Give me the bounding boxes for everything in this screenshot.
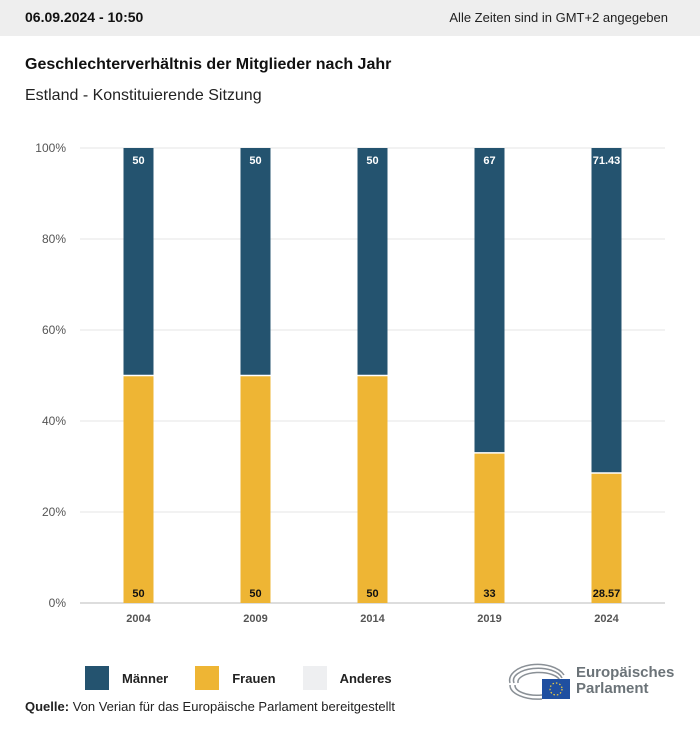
data-label-frauen: 50 — [366, 588, 378, 600]
x-tick-label: 2004 — [126, 613, 151, 625]
bar-maenner — [240, 148, 271, 376]
y-tick-label: 60% — [42, 323, 66, 337]
y-tick-label: 80% — [42, 232, 66, 246]
source-label: Quelle: — [25, 699, 70, 714]
chart-subtitle: Estland - Konstituierende Sitzung — [25, 87, 262, 104]
x-tick-label: 2009 — [243, 613, 267, 625]
data-label-frauen: 33 — [483, 588, 495, 600]
source-note: Quelle: Von Verian für das Europäische P… — [25, 699, 395, 714]
logo-line-2: Parlament — [576, 680, 649, 697]
legend-label: Männer — [122, 670, 169, 686]
logo-line-1: Europäisches — [576, 664, 675, 681]
data-label-frauen: 50 — [249, 588, 261, 600]
chart-title: Geschlechterverhältnis der Mitglieder na… — [25, 56, 392, 73]
bar-maenner — [591, 148, 622, 474]
bar-frauen — [591, 473, 622, 603]
timestamp: 06.09.2024 - 10:50 — [25, 9, 144, 25]
data-label-maenner: 67 — [483, 155, 495, 167]
bar-frauen — [123, 375, 154, 603]
y-tick-label: 20% — [42, 505, 66, 519]
bar-maenner — [123, 148, 154, 376]
legend-swatch — [85, 666, 109, 690]
data-label-frauen: 28.57 — [593, 588, 621, 600]
y-tick-label: 40% — [42, 414, 66, 428]
ep-logo: Europäisches Parlament — [506, 661, 674, 701]
source-text: Von Verian für das Europäische Parlament… — [69, 699, 395, 714]
legend-swatch — [195, 666, 220, 690]
x-tick-label: 2024 — [594, 613, 619, 625]
y-tick-label: 100% — [35, 141, 66, 155]
x-tick-label: 2014 — [360, 613, 385, 625]
legend: Männer Frauen Anderes — [85, 666, 419, 690]
bar-frauen — [240, 375, 271, 603]
legend-label: Anderes — [339, 670, 392, 686]
legend-item-maenner: Männer — [85, 666, 168, 690]
bar-chart: 0% 20% 40% 60% 80% 100% 50 50 2004 50 50 2009 50 50 20… — [35, 141, 665, 625]
data-label-maenner: 71.43 — [593, 155, 621, 167]
bar-frauen — [474, 452, 505, 603]
legend-label: Frauen — [232, 670, 276, 686]
bar-maenner — [357, 148, 388, 376]
parliament-logo-icon — [508, 663, 570, 700]
y-tick-label: 0% — [49, 596, 67, 610]
timezone-note: Alle Zeiten sind in GMT+2 angegeben — [449, 10, 668, 25]
legend-item-frauen: Frauen — [195, 666, 276, 690]
data-label-maenner: 50 — [132, 155, 144, 167]
bar-maenner — [474, 148, 505, 453]
bar-frauen — [357, 375, 388, 603]
x-tick-label: 2019 — [477, 613, 501, 625]
legend-swatch — [302, 666, 327, 690]
legend-item-anderes: Anderes — [302, 666, 392, 690]
data-label-maenner: 50 — [366, 155, 378, 167]
data-label-frauen: 50 — [132, 588, 144, 600]
data-label-maenner: 50 — [249, 155, 261, 167]
top-bar: 06.09.2024 - 10:50 Alle Zeiten sind in G… — [0, 0, 700, 36]
